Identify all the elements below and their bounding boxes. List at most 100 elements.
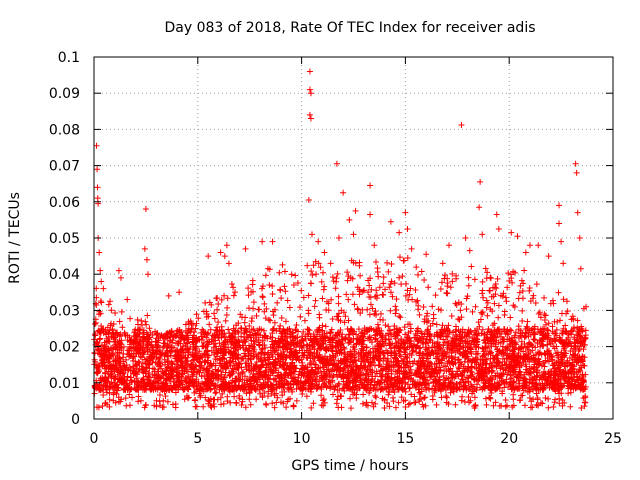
data-point — [507, 326, 514, 333]
data-point — [482, 380, 489, 387]
data-point — [364, 366, 371, 373]
data-point — [212, 382, 219, 389]
data-point — [170, 375, 177, 382]
data-point — [429, 303, 436, 310]
data-point — [541, 311, 548, 318]
data-point — [582, 371, 589, 378]
data-point — [168, 344, 175, 351]
data-point — [402, 403, 409, 410]
data-point — [149, 371, 156, 378]
data-point — [382, 322, 389, 329]
data-point — [195, 315, 202, 322]
data-point — [284, 297, 291, 304]
data-point — [97, 386, 104, 393]
data-point — [427, 352, 434, 359]
data-point — [127, 315, 134, 322]
data-point — [514, 373, 521, 380]
data-point — [259, 294, 266, 301]
data-point — [132, 332, 139, 339]
data-point — [160, 404, 167, 411]
data-point — [387, 383, 394, 390]
data-point — [282, 370, 289, 377]
data-point — [374, 378, 381, 385]
data-point — [328, 326, 335, 333]
data-point — [528, 398, 535, 405]
data-point — [562, 374, 569, 381]
data-point — [248, 350, 255, 357]
data-point — [210, 333, 217, 340]
data-point — [152, 359, 159, 366]
data-point — [322, 346, 329, 353]
data-point — [193, 320, 200, 327]
data-point — [417, 395, 424, 402]
data-point — [307, 388, 314, 395]
data-point — [503, 379, 510, 386]
data-point — [414, 368, 421, 375]
data-point — [345, 273, 352, 280]
data-point — [535, 349, 542, 356]
data-point — [238, 333, 245, 340]
data-point — [367, 301, 374, 308]
data-point — [329, 352, 336, 359]
data-point — [537, 314, 544, 321]
data-point — [316, 311, 323, 318]
data-point — [465, 282, 472, 289]
data-point — [526, 384, 533, 391]
data-point — [367, 348, 374, 355]
data-point — [319, 377, 326, 384]
data-point — [134, 316, 141, 323]
data-point — [224, 304, 231, 311]
data-point — [553, 367, 560, 374]
data-point — [314, 368, 321, 375]
data-point — [133, 333, 140, 340]
data-point — [130, 353, 137, 360]
data-point — [191, 379, 198, 386]
data-point — [554, 318, 561, 325]
data-point — [457, 307, 464, 314]
data-point — [229, 377, 236, 384]
data-point — [169, 401, 176, 408]
data-point — [240, 368, 247, 375]
data-point — [421, 318, 428, 325]
data-point — [113, 390, 120, 397]
data-point — [562, 328, 569, 335]
data-point — [266, 266, 273, 273]
data-point — [501, 327, 508, 334]
data-point — [582, 327, 589, 334]
data-point — [503, 364, 510, 371]
data-point — [144, 312, 151, 319]
data-point — [388, 386, 395, 393]
data-point — [169, 361, 176, 368]
data-point — [329, 336, 336, 343]
data-point — [433, 321, 440, 328]
data-point — [489, 352, 496, 359]
data-point — [535, 355, 542, 362]
data-point — [355, 349, 362, 356]
data-point — [421, 361, 428, 368]
data-point — [130, 347, 137, 354]
data-point — [445, 382, 452, 389]
data-point — [518, 344, 525, 351]
data-point — [356, 259, 363, 266]
data-point — [342, 334, 349, 341]
data-point — [199, 343, 206, 350]
data-point — [211, 315, 218, 322]
data-point — [111, 375, 118, 382]
data-point — [421, 276, 428, 283]
data-point — [141, 386, 148, 393]
data-point — [525, 340, 532, 347]
data-point — [292, 326, 299, 333]
data-point — [447, 284, 454, 291]
data-point — [206, 299, 213, 306]
data-point — [513, 360, 520, 367]
data-point — [283, 404, 290, 411]
data-point — [541, 349, 548, 356]
data-point — [568, 373, 575, 380]
data-point — [479, 326, 486, 333]
data-point — [299, 336, 306, 343]
data-point — [534, 395, 541, 402]
data-point — [238, 314, 245, 321]
data-point — [356, 288, 363, 295]
data-point — [473, 348, 480, 355]
data-point — [303, 393, 310, 400]
